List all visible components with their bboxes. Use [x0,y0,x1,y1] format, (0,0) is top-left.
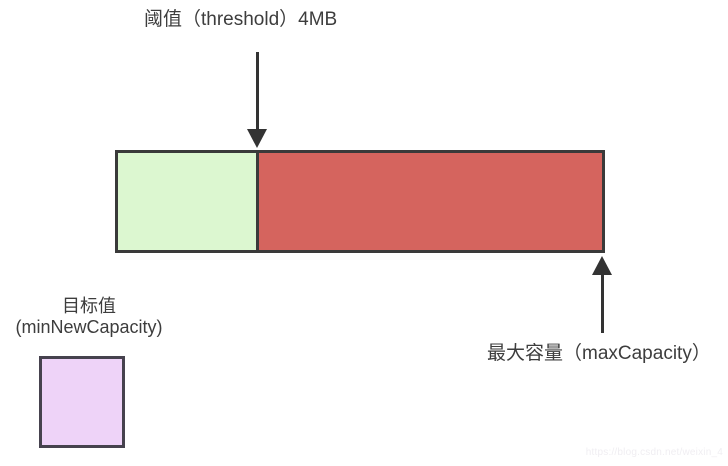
min-new-capacity-label-line2: (minNewCapacity) [15,317,163,337]
max-capacity-arrow-up-icon [592,256,612,333]
threshold-label: 阈值（threshold）4MB [144,9,338,30]
min-new-capacity-label: 目标值 (minNewCapacity) [3,296,175,338]
capacity-bar [115,150,605,253]
max-capacity-label: 最大容量（maxCapacity） [487,343,711,364]
arrow-stem [255,52,259,130]
watermark: https://blog.csdn.net/weixin_4 [585,447,723,458]
arrow-stem [600,274,604,333]
above-threshold-segment [259,153,602,250]
below-threshold-segment [118,153,259,250]
arrow-head [247,129,267,148]
threshold-arrow-down-icon [247,52,267,148]
arrow-head [592,256,612,275]
min-new-capacity-label-line1: 目标值 [62,296,116,316]
min-new-capacity-square [39,356,125,448]
